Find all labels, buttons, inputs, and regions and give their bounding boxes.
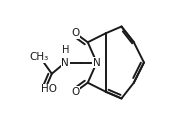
Text: H: H — [62, 45, 70, 55]
Text: O: O — [71, 28, 80, 38]
Text: N: N — [93, 58, 101, 68]
Text: N: N — [61, 58, 69, 68]
Text: O: O — [71, 87, 80, 97]
Text: CH₃: CH₃ — [29, 52, 49, 62]
Text: HO: HO — [41, 84, 57, 94]
